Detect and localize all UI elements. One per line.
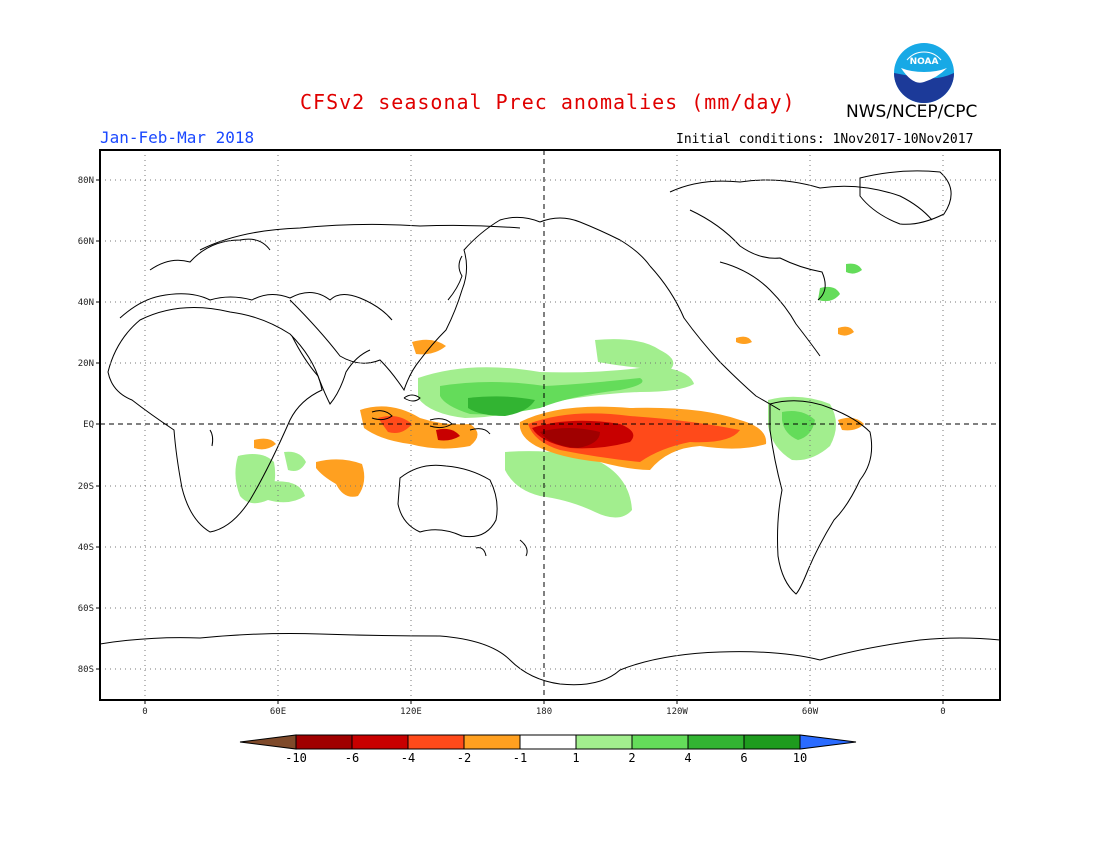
colorbar-swatch xyxy=(519,734,577,750)
noaa-logo-text: NOAA xyxy=(910,57,939,67)
colorbar-swatch xyxy=(295,734,353,750)
colorbar-swatch xyxy=(407,734,465,750)
initial-conditions-label: Initial conditions: 1Nov2017-10Nov2017 xyxy=(676,132,974,147)
colorbar-swatch xyxy=(743,734,801,750)
colorbar-tick-label: -1 xyxy=(513,751,527,765)
colorbar-arrow-high xyxy=(799,734,857,750)
wet-anomaly-central-pacific-north xyxy=(595,339,674,370)
colorbar-tick-label: -4 xyxy=(401,751,415,765)
lon-label: 60W xyxy=(802,707,819,717)
wet-anomaly-spcz xyxy=(505,451,632,518)
season-label: Jan-Feb-Mar 2018 xyxy=(100,128,255,147)
lon-label: 120W xyxy=(666,707,688,717)
colorbar-tick-label: -2 xyxy=(457,751,471,765)
lat-label: 40N xyxy=(78,298,94,308)
colorbar-swatch xyxy=(687,734,745,750)
colorbar-swatch xyxy=(631,734,689,750)
colorbar xyxy=(239,734,857,750)
lat-label: 60S xyxy=(78,604,94,614)
colorbar-tick-label: -10 xyxy=(285,751,307,765)
wet-anomaly-africa xyxy=(235,454,276,504)
colorbar-tick-label: 4 xyxy=(684,751,691,765)
colorbar-swatch xyxy=(351,734,409,750)
lat-label: EQ xyxy=(83,420,94,430)
lat-label: 40S xyxy=(78,543,94,553)
lat-label: 60N xyxy=(78,237,94,247)
wet-anomaly-west-pacific-max xyxy=(468,396,535,416)
colorbar-tick-label: 2 xyxy=(628,751,635,765)
colorbar-tick-label: -6 xyxy=(345,751,359,765)
lon-label: 0 xyxy=(940,707,945,717)
lat-label: 80S xyxy=(78,665,94,675)
colorbar-tick-label: 1 xyxy=(572,751,579,765)
dry-anomaly-indian-ocean xyxy=(316,459,365,497)
dry-anomaly-philippine-sea xyxy=(412,339,446,355)
colorbar-tick-label: 10 xyxy=(793,751,807,765)
grid-lines xyxy=(100,150,1000,700)
colorbar-swatch xyxy=(575,734,633,750)
lat-label: 20S xyxy=(78,482,94,492)
chart-title: CFSv2 seasonal Prec anomalies (mm/day) xyxy=(300,90,796,114)
colorbar-arrow-low xyxy=(239,734,297,750)
agency-label: NWS/NCEP/CPC xyxy=(846,102,978,122)
colorbar-tick-label: 6 xyxy=(740,751,747,765)
map-frame xyxy=(99,149,1001,701)
colorbar-swatch xyxy=(463,734,521,750)
lat-label: 20N xyxy=(78,359,94,369)
coastlines xyxy=(100,170,1000,686)
lon-label: 60E xyxy=(270,707,286,717)
lon-label: 0 xyxy=(142,707,147,717)
lat-label: 80N xyxy=(78,176,94,186)
lon-label: 180 xyxy=(536,707,552,717)
lon-label: 120E xyxy=(400,707,422,717)
noaa-logo: NOAA xyxy=(894,43,954,103)
